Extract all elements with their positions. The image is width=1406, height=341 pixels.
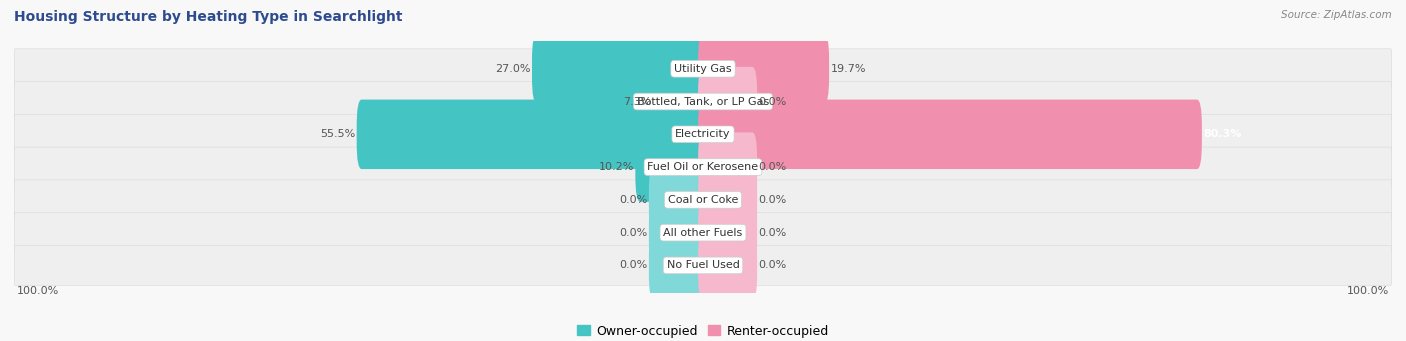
Text: 55.5%: 55.5% (321, 129, 356, 139)
FancyBboxPatch shape (654, 67, 709, 136)
FancyBboxPatch shape (14, 147, 1392, 187)
Text: 0.0%: 0.0% (620, 261, 648, 270)
Text: 0.0%: 0.0% (620, 228, 648, 238)
Text: 10.2%: 10.2% (599, 162, 634, 172)
FancyBboxPatch shape (697, 100, 1202, 169)
FancyBboxPatch shape (636, 132, 709, 202)
FancyBboxPatch shape (357, 100, 709, 169)
Text: No Fuel Used: No Fuel Used (666, 261, 740, 270)
Text: 7.3%: 7.3% (624, 97, 652, 106)
Text: 0.0%: 0.0% (758, 162, 786, 172)
Legend: Owner-occupied, Renter-occupied: Owner-occupied, Renter-occupied (572, 320, 834, 341)
FancyBboxPatch shape (697, 165, 756, 235)
Text: 0.0%: 0.0% (758, 261, 786, 270)
FancyBboxPatch shape (531, 34, 709, 104)
Text: 100.0%: 100.0% (1347, 286, 1389, 296)
Text: Fuel Oil or Kerosene: Fuel Oil or Kerosene (647, 162, 759, 172)
Text: 0.0%: 0.0% (758, 195, 786, 205)
FancyBboxPatch shape (650, 231, 709, 300)
FancyBboxPatch shape (650, 165, 709, 235)
Text: 80.3%: 80.3% (1204, 129, 1241, 139)
FancyBboxPatch shape (697, 34, 830, 104)
FancyBboxPatch shape (697, 67, 756, 136)
FancyBboxPatch shape (697, 132, 756, 202)
Text: Source: ZipAtlas.com: Source: ZipAtlas.com (1281, 10, 1392, 20)
Text: All other Fuels: All other Fuels (664, 228, 742, 238)
FancyBboxPatch shape (697, 198, 756, 267)
FancyBboxPatch shape (14, 114, 1392, 154)
Text: 0.0%: 0.0% (758, 97, 786, 106)
FancyBboxPatch shape (14, 49, 1392, 89)
Text: Utility Gas: Utility Gas (675, 64, 731, 74)
Text: Housing Structure by Heating Type in Searchlight: Housing Structure by Heating Type in Sea… (14, 10, 402, 24)
FancyBboxPatch shape (14, 81, 1392, 121)
Text: 19.7%: 19.7% (831, 64, 866, 74)
Text: 0.0%: 0.0% (620, 195, 648, 205)
Text: 0.0%: 0.0% (758, 228, 786, 238)
Text: Coal or Coke: Coal or Coke (668, 195, 738, 205)
FancyBboxPatch shape (14, 213, 1392, 253)
FancyBboxPatch shape (14, 180, 1392, 220)
Text: 100.0%: 100.0% (17, 286, 59, 296)
FancyBboxPatch shape (697, 231, 756, 300)
FancyBboxPatch shape (650, 198, 709, 267)
Text: 27.0%: 27.0% (495, 64, 531, 74)
FancyBboxPatch shape (14, 246, 1392, 285)
Text: Bottled, Tank, or LP Gas: Bottled, Tank, or LP Gas (637, 97, 769, 106)
Text: Electricity: Electricity (675, 129, 731, 139)
